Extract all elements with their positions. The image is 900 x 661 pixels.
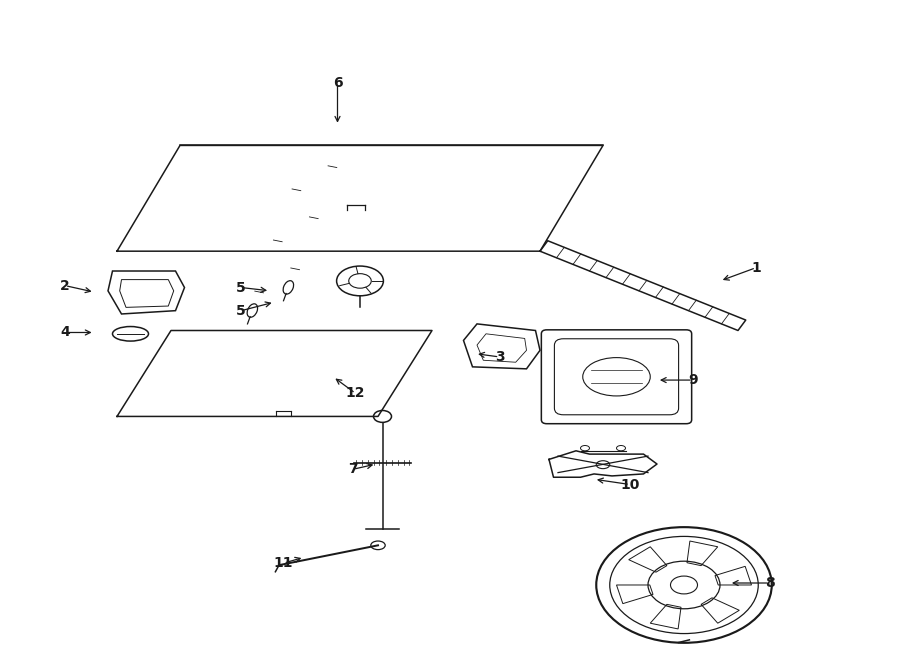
Text: 12: 12 (346, 386, 365, 401)
Text: 4: 4 (60, 325, 69, 340)
Text: 5: 5 (237, 280, 246, 295)
Text: 6: 6 (333, 75, 342, 90)
Text: 5: 5 (237, 303, 246, 318)
Text: 9: 9 (688, 373, 698, 387)
Text: 3: 3 (495, 350, 504, 364)
Text: 1: 1 (752, 260, 760, 275)
Text: 8: 8 (765, 576, 774, 590)
Text: 11: 11 (274, 556, 293, 570)
Text: 7: 7 (348, 462, 357, 477)
Text: 2: 2 (60, 278, 69, 293)
Text: 10: 10 (620, 477, 640, 492)
